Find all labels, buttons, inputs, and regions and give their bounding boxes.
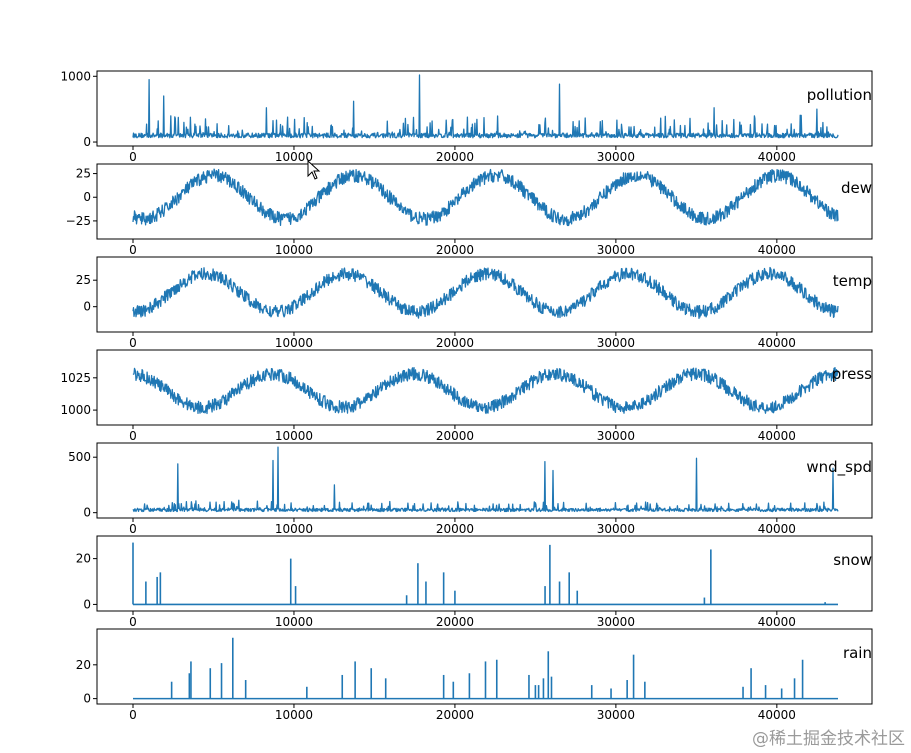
ytick-label-dew-2: 25 (76, 167, 91, 181)
xtick-label-pollution-2: 20000 (436, 150, 474, 164)
xtick-label-press-0: 0 (129, 429, 137, 443)
ytick-label-temp-1: 25 (76, 273, 91, 287)
watermark-text: @稀土掘金技术社区 (752, 729, 905, 749)
ytick-label-rain-1: 20 (76, 658, 91, 672)
xtick-label-snow-2: 20000 (436, 615, 474, 629)
ytick-label-wnd_spd-1: 500 (68, 450, 91, 464)
xtick-label-dew-0: 0 (129, 243, 137, 257)
panel-title-dew: dew (841, 179, 872, 197)
xtick-label-press-3: 30000 (597, 429, 635, 443)
xtick-label-temp-0: 0 (129, 336, 137, 350)
xtick-label-wnd_spd-4: 40000 (758, 522, 796, 536)
ytick-label-snow-1: 20 (76, 552, 91, 566)
axes-frame-temp (96, 256, 873, 333)
ytick-label-press-0: 1000 (60, 403, 91, 417)
xtick-label-temp-2: 20000 (436, 336, 474, 350)
xtick-label-pollution-0: 0 (129, 150, 137, 164)
ytick-label-temp-0: 0 (83, 300, 91, 314)
panel-title-snow: snow (833, 551, 872, 569)
xtick-label-temp-4: 40000 (758, 336, 796, 350)
ytick-label-pollution-1: 1000 (60, 69, 91, 83)
ytick-label-wnd_spd-0: 0 (83, 506, 91, 520)
xtick-label-snow-1: 10000 (275, 615, 313, 629)
series-line-pollution (132, 74, 839, 139)
panel-temp: 0 25 0 10000 20000 30000 40000 temp (76, 256, 873, 350)
series-line-wnd_spd (132, 446, 839, 513)
xtick-label-rain-0: 0 (129, 708, 137, 722)
xtick-label-pollution-4: 40000 (758, 150, 796, 164)
panel-rain: 0 20 0 10000 20000 30000 40000 rain (76, 628, 873, 722)
xtick-label-press-4: 40000 (758, 429, 796, 443)
mouse-pointer-icon (307, 160, 321, 180)
xtick-label-pollution-1: 10000 (275, 150, 313, 164)
xtick-label-temp-3: 30000 (597, 336, 635, 350)
xtick-label-wnd_spd-0: 0 (129, 522, 137, 536)
xtick-label-dew-3: 30000 (597, 243, 635, 257)
series-line-temp (132, 266, 839, 319)
xtick-label-pollution-3: 30000 (597, 150, 635, 164)
xtick-label-dew-2: 20000 (436, 243, 474, 257)
xtick-label-wnd_spd-1: 10000 (275, 522, 313, 536)
axes-frame-snow (96, 535, 873, 612)
panel-title-press: press (832, 365, 872, 383)
ytick-label-dew-0: −25 (66, 214, 91, 228)
ytick-label-snow-0: 0 (83, 597, 91, 611)
panel-title-pollution: pollution (807, 86, 872, 104)
ytick-label-pollution-0: 0 (83, 135, 91, 149)
ytick-label-rain-0: 0 (83, 692, 91, 706)
xtick-label-press-2: 20000 (436, 429, 474, 443)
axes-frame-press (96, 349, 873, 426)
xtick-label-rain-3: 30000 (597, 708, 635, 722)
panel-dew: −25 0 25 0 10000 20000 30000 40000 dew (66, 163, 873, 257)
axes-frame-dew (96, 163, 873, 240)
xtick-label-snow-3: 30000 (597, 615, 635, 629)
xtick-label-press-1: 10000 (275, 429, 313, 443)
xtick-label-rain-4: 40000 (758, 708, 796, 722)
xtick-label-snow-4: 40000 (758, 615, 796, 629)
panel-press: 1000 1025 0 10000 20000 30000 40000 press (60, 349, 873, 443)
series-line-press (132, 366, 839, 415)
axes-frame-pollution (96, 70, 873, 147)
xtick-label-dew-1: 10000 (275, 243, 313, 257)
xtick-label-snow-0: 0 (129, 615, 137, 629)
xtick-label-temp-1: 10000 (275, 336, 313, 350)
xtick-label-rain-2: 20000 (436, 708, 474, 722)
panel-title-temp: temp (833, 272, 872, 290)
axes-frame-wnd_spd (96, 442, 873, 519)
xtick-label-wnd_spd-3: 30000 (597, 522, 635, 536)
xtick-label-wnd_spd-2: 20000 (436, 522, 474, 536)
series-line-dew (132, 168, 839, 227)
ytick-label-press-1: 1025 (60, 371, 91, 385)
ytick-label-dew-1: 0 (83, 190, 91, 204)
xtick-label-rain-1: 10000 (275, 708, 313, 722)
panel-snow: 0 20 0 10000 20000 30000 40000 snow (76, 535, 873, 629)
panel-title-rain: rain (843, 644, 872, 662)
xtick-label-dew-4: 40000 (758, 243, 796, 257)
axes-frame-rain (96, 628, 873, 705)
panel-title-wnd_spd: wnd_spd (806, 458, 872, 477)
